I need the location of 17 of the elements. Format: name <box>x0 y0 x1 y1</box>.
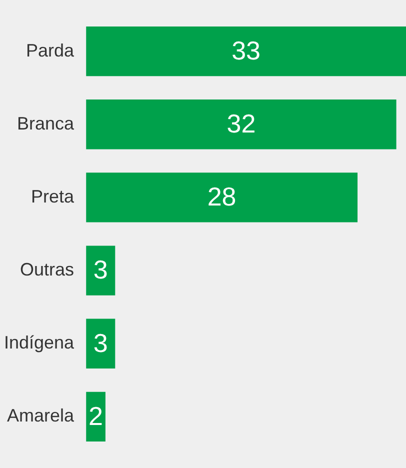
data-label: 32 <box>226 108 256 139</box>
y-tick-label: Parda <box>26 40 76 60</box>
y-tick-label: Branca <box>17 113 76 134</box>
y-tick-label: Indígena <box>4 332 76 353</box>
bar <box>86 172 358 222</box>
data-label: 33 <box>232 36 260 66</box>
y-tick-label: Amarela <box>7 406 76 426</box>
data-label: 2 <box>88 400 103 431</box>
bar <box>86 100 396 150</box>
data-label: 28 <box>207 182 236 212</box>
y-tick-label: Preta <box>31 186 76 206</box>
bar <box>86 26 406 76</box>
y-tick-label: Outras <box>20 260 74 280</box>
bar <box>86 246 116 296</box>
data-label: 3 <box>93 328 108 358</box>
data-label: 3 <box>93 254 108 285</box>
bar <box>86 318 116 368</box>
